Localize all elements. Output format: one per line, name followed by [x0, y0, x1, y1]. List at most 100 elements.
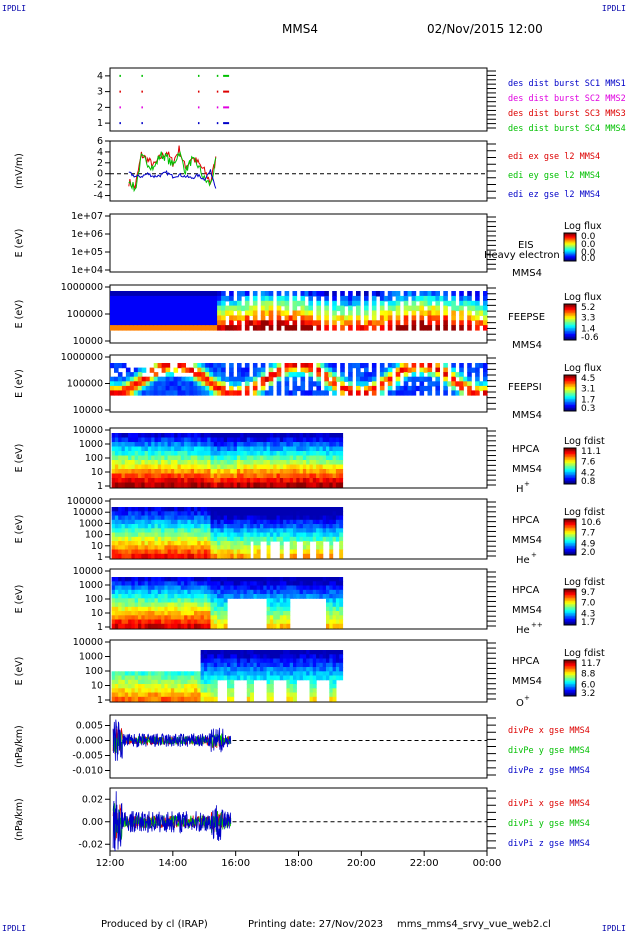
spectrogram-cell: [279, 511, 284, 517]
spectrogram-cell: [173, 291, 179, 297]
spectrogram-cell: [111, 553, 116, 559]
spectrogram-cell: [145, 320, 151, 326]
colorbar-segment: [564, 248, 576, 250]
spectrogram-cell: [273, 433, 278, 439]
spectrogram-cell: [273, 623, 278, 629]
spectrogram-cell: [200, 433, 205, 439]
spectrogram-cell: [161, 671, 165, 677]
spectrogram-cell: [332, 507, 337, 512]
spectrogram-cell: [273, 602, 278, 608]
spectrogram-cell: [289, 594, 294, 599]
spectrogram-cell: [263, 585, 268, 591]
spectrogram-cell: [153, 320, 159, 326]
spectrogram-cell: [299, 524, 304, 529]
spectrogram-cell: [335, 437, 340, 443]
spectrogram-cell: [293, 671, 297, 677]
spectrogram-cell: [332, 598, 337, 604]
spectrogram-cell: [244, 381, 250, 387]
spectrogram-cell: [332, 363, 337, 369]
spectrogram-cell: [293, 511, 297, 517]
spectrogram-cell: [309, 675, 314, 681]
spectrogram-cell: [286, 606, 291, 612]
spectrogram-cell: [246, 511, 251, 517]
spectrogram-cell: [187, 451, 192, 457]
spectrogram-cell: [217, 433, 221, 439]
spectrogram-cell: [283, 589, 287, 595]
instrument-label: EIS: [518, 240, 534, 251]
spectrogram-cell: [164, 692, 169, 698]
spectrogram-cell: [154, 507, 159, 512]
spectrogram-cell: [180, 598, 185, 604]
spectrogram-cell: [230, 692, 235, 698]
spectrogram-cell: [128, 577, 132, 582]
spectrogram-cell: [177, 385, 183, 392]
spectrogram-cell: [157, 464, 162, 470]
spectrogram-cell: [233, 442, 238, 448]
y-tick-label: -2: [94, 180, 103, 191]
spectrogram-cell: [316, 320, 321, 326]
spectrogram-cell: [223, 511, 228, 517]
spectrogram-cell: [121, 451, 126, 457]
footer-produced-by: Produced by cl (IRAP): [101, 919, 208, 930]
spectrogram-cell: [141, 615, 146, 621]
spectrogram-cell: [180, 519, 185, 525]
spectrogram-cell: [111, 473, 116, 479]
spectrogram-cell: [201, 300, 206, 307]
colorbar-title: Log flux: [564, 221, 602, 232]
spectrogram-cell: [316, 654, 320, 660]
spectrogram-cell: [332, 473, 337, 479]
spectrogram-cell: [114, 536, 119, 542]
spectrogram-cell: [233, 305, 238, 312]
spectrogram-cell: [118, 532, 123, 538]
spectrogram-cell: [154, 602, 159, 608]
spectrogram-cell: [128, 602, 132, 608]
spectrogram-cell: [269, 667, 274, 672]
spectrogram-cell: [435, 320, 440, 326]
spectrogram-cell: [117, 305, 123, 312]
spectrogram-cell: [165, 385, 171, 392]
spectrogram-cell: [293, 581, 297, 587]
spectrogram-cell: [217, 549, 221, 555]
spectrogram-cell: [157, 433, 162, 439]
spectrogram-cell: [367, 320, 373, 326]
spectrogram-cell: [223, 442, 228, 448]
spectrogram-cell: [329, 451, 334, 457]
spectrogram-cell: [151, 688, 156, 694]
burst-mark: [119, 90, 121, 93]
spectrogram-cell: [210, 589, 215, 595]
spectrogram-cell: [324, 305, 329, 312]
spectrogram-cell: [141, 473, 146, 479]
spectrogram-cell: [279, 615, 284, 621]
spectrogram-cell: [194, 615, 198, 621]
spectrogram-cell: [189, 385, 194, 392]
spectrogram-cell: [121, 619, 126, 625]
spectrogram-cell: [296, 446, 301, 452]
spectrogram-cell: [256, 442, 261, 448]
spectrogram-cell: [230, 536, 235, 542]
spectrogram-cell: [170, 585, 175, 591]
spectrogram-cell: [319, 478, 324, 484]
spectrogram-cell: [151, 623, 156, 629]
colorbar-segment: [564, 672, 576, 674]
spectrogram-cell: [184, 594, 188, 599]
spectrogram-cell: [309, 519, 314, 525]
colorbar-segment: [564, 388, 576, 391]
spectrogram-cell: [250, 679, 254, 685]
spectrogram-cell: [177, 532, 182, 538]
spectrogram-cell: [128, 589, 132, 595]
colorbar-segment: [564, 681, 576, 683]
spectrogram-cell: [121, 684, 126, 689]
spectrogram-cell: [286, 482, 291, 488]
spectrogram-cell: [194, 545, 198, 551]
spectrogram-cell: [264, 305, 270, 312]
spectrogram-cell: [141, 460, 146, 466]
spectrogram-cell: [151, 478, 156, 484]
burst-mark: [216, 106, 219, 109]
spectrogram-cell: [326, 589, 330, 595]
spectrogram-cell: [190, 507, 195, 512]
spectrogram-cell: [335, 650, 340, 655]
spectrogram-cell: [240, 662, 245, 668]
spectrogram-cell: [256, 650, 261, 655]
spectrogram-cell: [129, 320, 135, 326]
